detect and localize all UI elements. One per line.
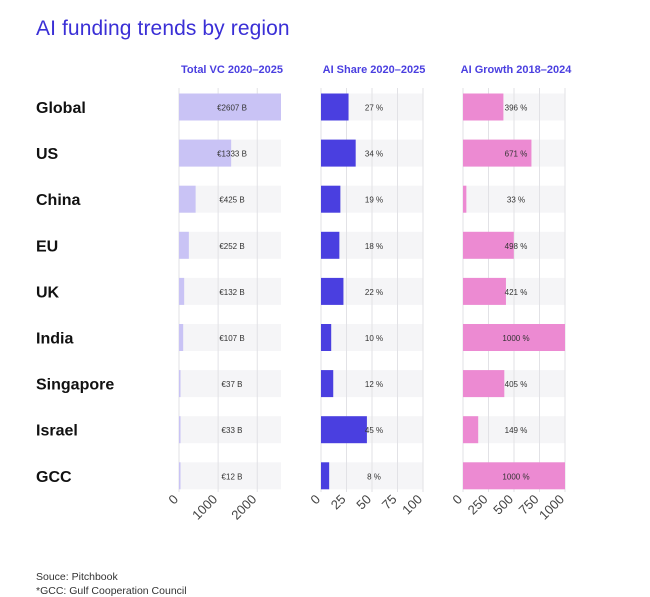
value-label-vc-gcc: €12 B — [222, 472, 243, 481]
bar-vc-singapore — [179, 370, 181, 398]
bar-share-india — [321, 324, 332, 351]
value-label-share-gcc: 8 % — [367, 472, 381, 481]
value-label-growth-uk: 421 % — [505, 288, 528, 297]
tick-label-growth-2: 500 — [490, 492, 516, 518]
chart-title: AI funding trends by region — [36, 17, 290, 40]
category-label-global: Global — [36, 100, 86, 117]
value-label-growth-china: 33 % — [507, 196, 525, 205]
bar-share-gcc — [321, 462, 330, 490]
category-label-us: US — [36, 146, 59, 163]
value-label-vc-eu: €252 B — [219, 242, 244, 251]
value-label-vc-india: €107 B — [219, 334, 244, 343]
bar-share-china — [321, 185, 341, 213]
bar-share-singapore — [321, 370, 334, 398]
value-label-share-uk: 22 % — [365, 288, 383, 297]
value-label-vc-israel: €33 B — [222, 426, 243, 435]
panel-title-vc: Total VC 2020–2025 — [181, 64, 283, 76]
panel-title-growth: AI Growth 2018–2024 — [461, 64, 573, 76]
value-label-share-singapore: 12 % — [365, 380, 383, 389]
bar-vc-israel — [179, 416, 181, 444]
tick-label-growth-1: 250 — [465, 492, 491, 518]
bar-vc-gcc — [179, 462, 181, 490]
bar-growth-israel — [463, 416, 479, 444]
value-label-growth-singapore: 405 % — [505, 380, 528, 389]
bar-growth-uk — [463, 277, 506, 305]
bar-growth-china — [463, 185, 467, 213]
tick-label-share-1: 25 — [328, 492, 349, 513]
value-label-share-india: 10 % — [365, 334, 383, 343]
bar-growth-india — [463, 324, 565, 351]
bar-growth-us — [463, 139, 532, 167]
value-label-share-us: 34 % — [365, 150, 383, 159]
tick-label-share-3: 75 — [379, 492, 400, 513]
tick-label-share-0: 0 — [307, 492, 323, 508]
tick-label-growth-4: 1000 — [536, 492, 567, 523]
tick-label-vc-2: 2000 — [228, 492, 259, 523]
value-label-vc-global: €2607 B — [217, 104, 247, 113]
category-label-uk: UK — [36, 284, 60, 301]
bar-vc-global — [179, 93, 281, 121]
value-label-growth-israel: 149 % — [505, 426, 528, 435]
value-label-vc-uk: €132 B — [219, 288, 244, 297]
bar-share-israel — [321, 416, 367, 444]
bar-share-uk — [321, 277, 344, 305]
bar-vc-uk — [179, 277, 185, 305]
tick-label-vc-0: 0 — [165, 492, 181, 508]
track-vc-uk — [179, 277, 281, 305]
value-label-share-eu: 18 % — [365, 242, 383, 251]
category-label-eu: EU — [36, 238, 58, 255]
category-label-china: China — [36, 192, 81, 209]
value-label-growth-eu: 498 % — [505, 242, 528, 251]
bar-share-eu — [321, 231, 340, 259]
source-note: Souce: Pitchbook — [36, 571, 118, 583]
track-vc-gcc — [179, 462, 281, 490]
category-label-gcc: GCC — [36, 469, 72, 486]
tick-label-share-4: 100 — [399, 492, 425, 518]
chart-svg: Global US China EU UK India Singapore Israel GCC… — [36, 64, 573, 523]
bar-growth-eu — [463, 231, 514, 259]
value-label-growth-gcc: 1000 % — [502, 472, 529, 481]
track-vc-singapore — [179, 370, 281, 398]
track-vc-israel — [179, 416, 281, 444]
value-label-share-israel: 45 % — [365, 426, 383, 435]
tick-label-growth-0: 0 — [449, 492, 465, 508]
bar-growth-gcc — [463, 462, 565, 490]
category-label-india: India — [36, 331, 73, 348]
value-label-vc-china: €425 B — [219, 196, 244, 205]
bar-vc-eu — [179, 231, 189, 259]
bar-growth-global — [463, 93, 504, 121]
tick-label-share-2: 50 — [353, 492, 374, 513]
value-label-growth-india: 1000 % — [502, 334, 529, 343]
track-vc-eu — [179, 231, 281, 259]
gcc-footnote: *GCC: Gulf Cooperation Council — [36, 585, 187, 597]
bar-vc-us — [179, 139, 232, 167]
value-label-share-china: 19 % — [365, 196, 383, 205]
bar-share-us — [321, 139, 356, 167]
bar-vc-india — [179, 324, 184, 351]
bar-growth-singapore — [463, 370, 505, 398]
value-label-vc-singapore: €37 B — [222, 380, 243, 389]
bar-vc-china — [179, 185, 196, 213]
panel-title-share: AI Share 2020–2025 — [323, 64, 426, 76]
tick-label-vc-1: 1000 — [189, 492, 220, 523]
track-vc-china — [179, 185, 281, 213]
value-label-growth-global: 396 % — [505, 104, 528, 113]
category-label-singapore: Singapore — [36, 377, 114, 394]
value-label-share-global: 27 % — [365, 104, 383, 113]
bar-share-global — [321, 93, 349, 121]
value-label-growth-us: 671 % — [505, 150, 528, 159]
track-vc-india — [179, 324, 281, 351]
value-label-vc-us: €1333 B — [217, 150, 247, 159]
category-label-israel: Israel — [36, 423, 78, 440]
